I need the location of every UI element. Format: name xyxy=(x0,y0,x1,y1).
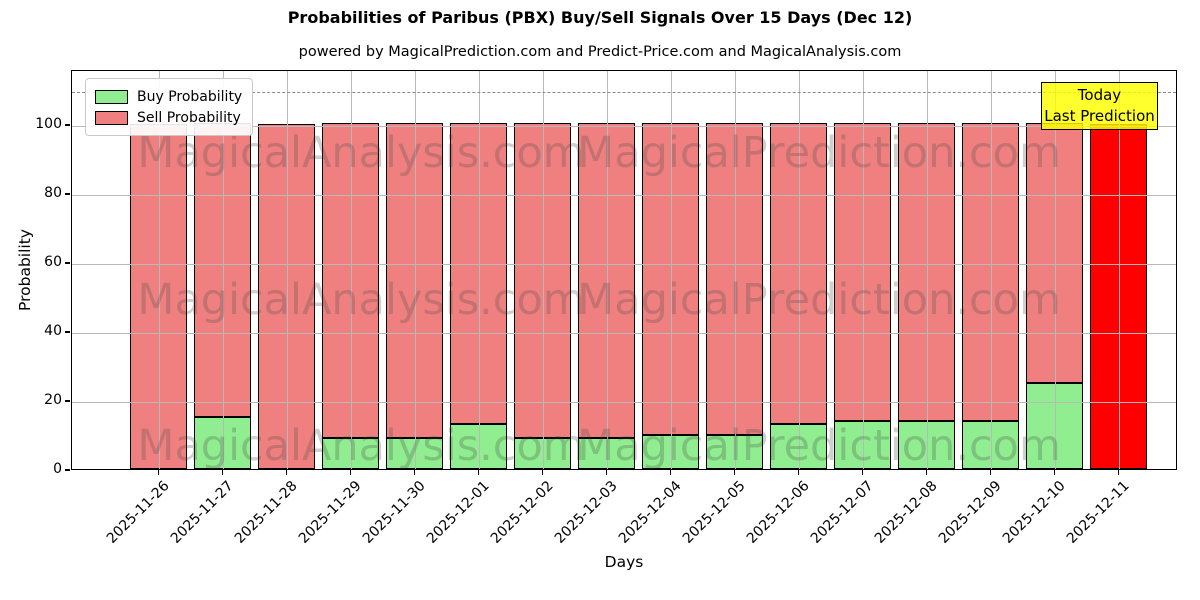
gridline-vertical xyxy=(1054,71,1056,469)
legend-swatch-0 xyxy=(95,89,128,104)
gridline-vertical xyxy=(158,71,160,469)
y-tick-label: 80 xyxy=(44,185,62,202)
x-tick-label-text: 2025-11-28 xyxy=(231,478,301,547)
chart-title: Probabilities of Paribus (PBX) Buy/Sell … xyxy=(287,8,913,27)
gridline-vertical xyxy=(286,71,288,469)
y-tick-label: 100 xyxy=(35,116,62,133)
gridline-vertical xyxy=(1118,71,1120,469)
x-tick-label-text: 2025-12-06 xyxy=(743,478,813,547)
watermark-text: MagicalPrediction.com xyxy=(577,275,1061,325)
today-annotation: Today Last Prediction xyxy=(1041,82,1158,130)
x-tick-label-text: 2025-11-26 xyxy=(103,478,173,547)
x-tick-label-text: 2025-12-08 xyxy=(871,478,941,547)
y-tick-label: 40 xyxy=(44,323,62,340)
x-tick-mark xyxy=(605,470,607,475)
gridline-vertical xyxy=(542,71,544,469)
legend-item-1: Sell Probability xyxy=(95,107,242,128)
gridline-vertical xyxy=(606,71,608,469)
legend-label-0: Buy Probability xyxy=(137,88,243,105)
x-tick-mark xyxy=(541,470,543,475)
x-tick-mark xyxy=(989,470,991,475)
x-tick-mark xyxy=(1053,470,1055,475)
y-tick-mark xyxy=(65,469,70,471)
legend-label-1: Sell Probability xyxy=(137,109,241,126)
x-tick-label-text: 2025-12-04 xyxy=(615,478,685,547)
y-tick-label: 20 xyxy=(44,392,62,409)
y-tick-label: 60 xyxy=(44,254,62,271)
y-tick-mark xyxy=(65,124,70,126)
gridline-vertical xyxy=(478,71,480,469)
legend-item-0: Buy Probability xyxy=(95,86,242,107)
gridline-vertical xyxy=(670,71,672,469)
gridline-vertical xyxy=(862,71,864,469)
watermark-text: MagicalAnalysis.com xyxy=(137,421,585,471)
gridline-vertical xyxy=(350,71,352,469)
dashed-threshold-line xyxy=(72,91,1176,93)
plot-area: Buy Probability Sell Probability Today La… xyxy=(71,70,1177,471)
x-tick-label-text: 2025-12-07 xyxy=(807,478,877,547)
x-tick-mark xyxy=(221,470,223,475)
gridline-horizontal xyxy=(72,194,1176,196)
x-tick-label-text: 2025-12-05 xyxy=(679,478,749,547)
gridline-vertical xyxy=(222,71,224,469)
gridline-horizontal xyxy=(72,263,1176,265)
x-tick-label-text: 2025-12-02 xyxy=(487,478,557,547)
x-tick-label-text: 2025-12-01 xyxy=(423,478,493,547)
gridline-vertical xyxy=(990,71,992,469)
x-tick-mark xyxy=(285,470,287,475)
today-annotation-line2: Last Prediction xyxy=(1044,107,1155,125)
legend: Buy Probability Sell Probability xyxy=(85,78,254,136)
watermark-text: MagicalAnalysis.com xyxy=(137,128,585,178)
gridline-horizontal xyxy=(72,125,1176,127)
x-tick-mark xyxy=(413,470,415,475)
y-tick-label: 0 xyxy=(53,461,62,477)
x-tick-label-text: 2025-12-11 xyxy=(1063,478,1133,547)
y-tick-mark xyxy=(65,400,70,402)
x-tick-mark xyxy=(733,470,735,475)
x-tick-mark xyxy=(925,470,927,475)
gridline-horizontal xyxy=(72,401,1176,403)
x-tick-mark xyxy=(861,470,863,475)
x-tick-label-text: 2025-12-10 xyxy=(999,478,1069,547)
x-tick-label-text: 2025-11-30 xyxy=(359,478,429,547)
x-tick-mark xyxy=(477,470,479,475)
x-tick-label-text: 2025-11-29 xyxy=(295,478,365,547)
x-tick-label-text: 2025-12-09 xyxy=(935,478,1005,547)
x-axis-label: Days xyxy=(604,553,644,571)
watermark-text: MagicalPrediction.com xyxy=(577,128,1061,178)
chart-subtitle: powered by MagicalPrediction.com and Pre… xyxy=(298,44,902,60)
x-tick-label-text: 2025-12-03 xyxy=(551,478,621,547)
x-tick-mark xyxy=(669,470,671,475)
legend-swatch-1 xyxy=(95,110,128,125)
watermark-text: MagicalAnalysis.com xyxy=(137,275,585,325)
watermark-text: MagicalPrediction.com xyxy=(577,421,1061,471)
y-tick-mark xyxy=(65,262,70,264)
x-tick-label-text: 2025-11-27 xyxy=(167,478,237,547)
today-annotation-line1: Today xyxy=(1077,86,1122,104)
gridline-vertical xyxy=(734,71,736,469)
x-tick-mark xyxy=(1117,470,1119,475)
gridline-vertical xyxy=(798,71,800,469)
gridline-horizontal xyxy=(72,332,1176,334)
y-tick-mark xyxy=(65,193,70,195)
y-tick-mark xyxy=(65,331,70,333)
x-tick-mark xyxy=(349,470,351,475)
x-tick-mark xyxy=(157,470,159,475)
gridline-vertical xyxy=(414,71,416,469)
gridline-vertical xyxy=(926,71,928,469)
x-tick-mark xyxy=(797,470,799,475)
